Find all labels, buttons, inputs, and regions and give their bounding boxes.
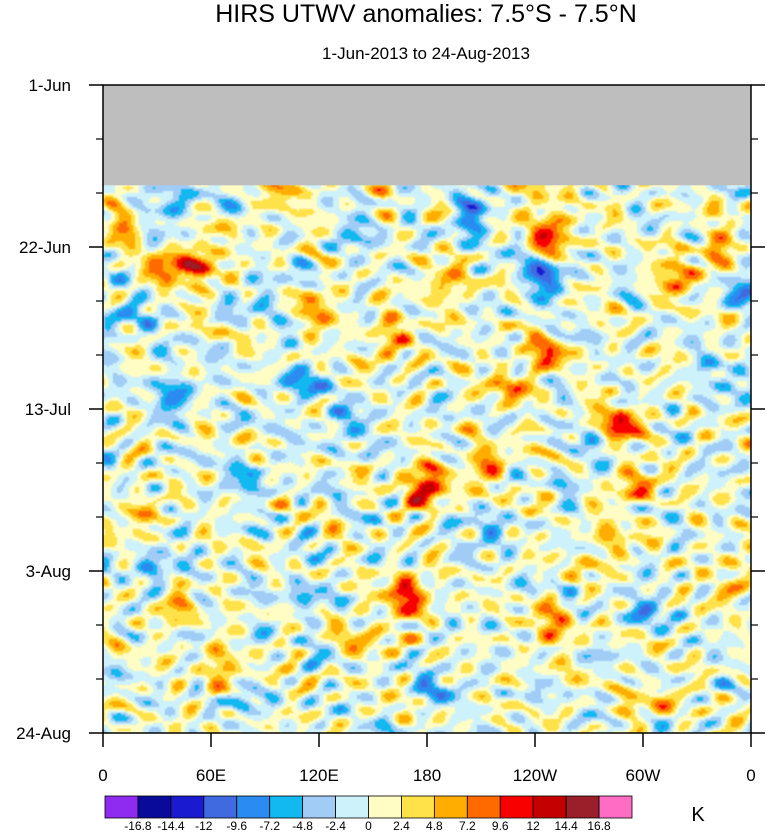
y-tick-label: 3-Aug [26, 562, 71, 581]
colorbar-swatch [104, 795, 139, 819]
colorbar-label: -9.6 [226, 819, 247, 833]
colorbar-swatch [433, 795, 468, 819]
colorbar-label: -7.2 [259, 819, 280, 833]
x-tick-label: 60W [626, 766, 661, 785]
colorbar-label: -14.4 [157, 819, 185, 833]
x-tick-label: 0 [746, 766, 755, 785]
y-axis: 1-Jun 22-Jun 13-Jul 3-Aug 24-Aug [16, 76, 765, 743]
colorbar-swatch [532, 795, 567, 819]
heatmap-area [103, 85, 751, 733]
chart-title: HIRS UTWV anomalies: 7.5°S - 7.5°N [215, 0, 637, 28]
colorbar-swatch [368, 795, 402, 819]
x-tick-label: 180 [413, 766, 441, 785]
y-tick-label: 1-Jun [28, 76, 71, 95]
colorbar-swatch [335, 795, 369, 819]
colorbar-label: 14.4 [554, 819, 578, 833]
colorbar-swatch [466, 795, 501, 819]
colorbar-swatch [236, 795, 271, 819]
colorbar: -16.8 -14.4 -12 -9.6 -7.2 -4.8 -2.4 0 2.4 4.8 7.2 9… [104, 795, 633, 833]
colorbar-label: 0 [365, 819, 372, 833]
colorbar-label: -12 [195, 819, 213, 833]
x-tick-label: 0 [98, 766, 107, 785]
colorbar-label: 16.8 [587, 819, 611, 833]
colorbar-swatch [565, 795, 600, 819]
x-tick-label: 60E [196, 766, 226, 785]
x-tick-label: 120E [299, 766, 339, 785]
colorbar-label: 12 [527, 819, 541, 833]
colorbar-label: 7.2 [459, 819, 476, 833]
missing-data-band [103, 85, 751, 186]
colorbar-label: 9.6 [492, 819, 509, 833]
y-tick-label: 24-Aug [16, 724, 71, 743]
x-tick-label: 120W [513, 766, 557, 785]
y-tick-label: 13-Jul [25, 400, 71, 419]
colorbar-swatch [302, 795, 336, 819]
units-label: K [691, 804, 705, 826]
colorbar-swatch [598, 795, 633, 819]
colorbar-label: -2.4 [325, 819, 346, 833]
colorbar-label: -4.8 [292, 819, 313, 833]
chart-subtitle: 1-Jun-2013 to 24-Aug-2013 [322, 44, 530, 63]
colorbar-swatch [269, 795, 304, 819]
colorbar-label: -16.8 [124, 819, 152, 833]
colorbar-swatch [137, 795, 172, 819]
colorbar-swatch [499, 795, 534, 819]
y-tick-label: 22-Jun [19, 238, 71, 257]
x-axis: 0 60E 120E 180 120W 60W 0 [98, 733, 756, 785]
colorbar-swatch [203, 795, 238, 819]
colorbar-swatch [401, 795, 435, 819]
colorbar-label: 4.8 [426, 819, 443, 833]
colorbar-swatch [170, 795, 205, 819]
anomaly-field [103, 85, 751, 733]
colorbar-label: 2.4 [393, 819, 410, 833]
